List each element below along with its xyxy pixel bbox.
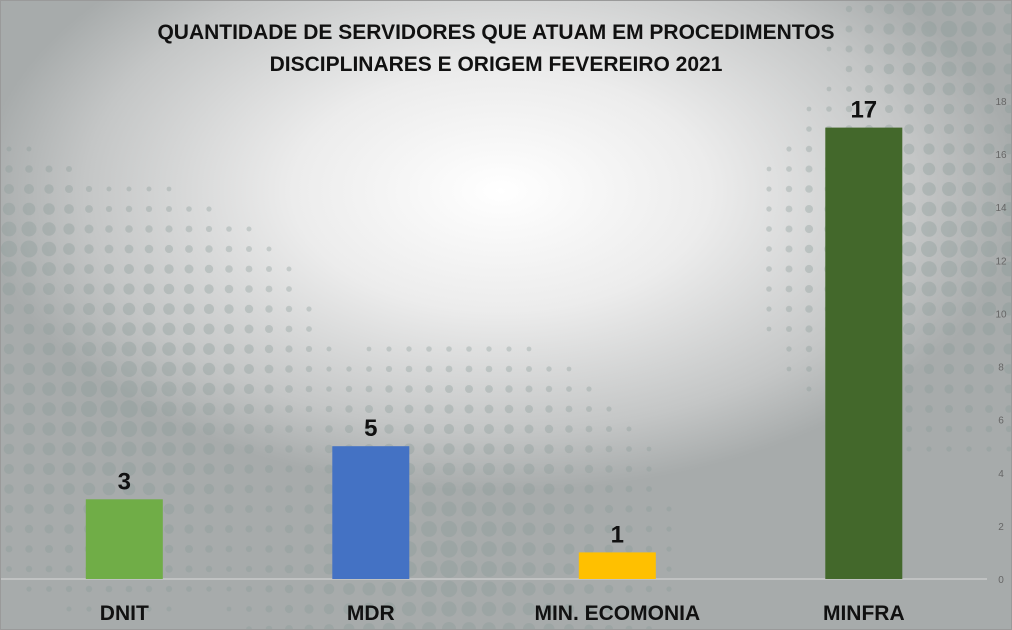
chart-title: QUANTIDADE DE SERVIDORES QUE ATUAM EM PR…: [1, 17, 991, 81]
bar: [85, 499, 163, 579]
category-label: MINFRA: [823, 602, 905, 625]
data-label: 3: [118, 468, 131, 495]
y-tick-label: 18: [995, 97, 1007, 108]
y-tick-label: 8: [998, 363, 1004, 374]
y-tick-label: 12: [995, 256, 1007, 267]
category-label: MIN. ECOMONIA: [534, 602, 700, 625]
bar: [578, 552, 656, 579]
chart-title-line-2: DISCIPLINARES E ORIGEM FEVEREIRO 2021: [269, 53, 723, 76]
y-tick-label: 0: [998, 575, 1004, 586]
y-tick-label: 16: [995, 150, 1007, 161]
y-tick-label: 10: [995, 309, 1007, 320]
data-label: 1: [611, 521, 624, 548]
y-tick-label: 6: [998, 416, 1004, 427]
y-tick-label: 4: [998, 469, 1004, 480]
category-label: MDR: [347, 602, 395, 625]
data-label: 5: [364, 415, 377, 442]
data-label: 17: [850, 97, 877, 124]
chart-title-line-1: QUANTIDADE DE SERVIDORES QUE ATUAM EM PR…: [157, 21, 835, 44]
y-tick-label: 14: [995, 203, 1007, 214]
bar: [332, 446, 410, 579]
bar: [825, 127, 903, 579]
y-tick-label: 2: [998, 522, 1004, 533]
category-label: DNIT: [100, 602, 149, 625]
